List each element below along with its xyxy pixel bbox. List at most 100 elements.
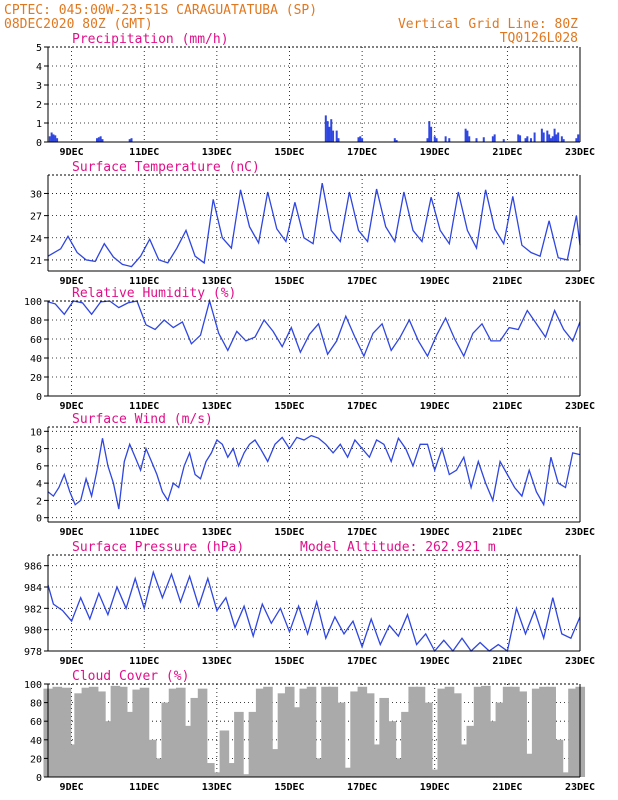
precip-xtick-label: 9DEC [60, 147, 84, 158]
temp-line [47, 182, 581, 268]
precip-xtick-label: 17DEC [347, 147, 377, 158]
precip-bar [493, 134, 496, 142]
cloud-xtick-label: 9DEC [60, 782, 84, 793]
precip-bar [428, 121, 431, 142]
pressure-title: Surface Pressure (hPa) [72, 540, 244, 555]
precip-bar [548, 134, 551, 142]
cloud-bar [343, 767, 353, 777]
precip-bar [533, 132, 536, 142]
precip-bar [128, 139, 131, 142]
temp-ytick-label: 21 [30, 256, 42, 267]
wind-xtick-label: 23DEC [565, 527, 595, 538]
precip-bar [97, 137, 100, 142]
header-line2-right: Vertical Grid Line: 80Z [398, 17, 578, 32]
precip-bar [393, 138, 396, 142]
cloud-bar [255, 688, 266, 777]
pressure-xtick-label: 21DEC [492, 656, 522, 667]
precip-bar [553, 128, 556, 142]
cloud-bar [248, 711, 259, 777]
cloud-bar [146, 739, 157, 777]
cloud-bar [553, 739, 564, 777]
precip-bar [560, 136, 563, 142]
precip-bar [557, 132, 560, 142]
precip-bar [575, 138, 578, 142]
cloud-bar [234, 711, 244, 777]
cloud-bar [61, 687, 72, 777]
cloud-bar [459, 744, 469, 777]
wind-xtick-label: 9DEC [60, 527, 84, 538]
rh-xtick-label: 11DEC [129, 401, 159, 412]
precip-bar [335, 130, 338, 142]
pressure-xtick-label: 15DEC [274, 656, 304, 667]
cloud-bar [154, 758, 164, 777]
precip-bar [99, 136, 102, 142]
precip-bar [52, 134, 55, 142]
cloud-bar [495, 702, 506, 777]
precip-bar [448, 138, 451, 142]
cloud-bar [386, 721, 397, 777]
cloud-bar [284, 686, 295, 777]
cloud-bar [125, 711, 135, 777]
precip-bar [555, 134, 558, 142]
precip-bar [324, 115, 327, 142]
precip-bar [54, 135, 57, 142]
precip-bar [482, 137, 485, 142]
pressure-ytick-label: 984 [24, 583, 42, 594]
cloud-bar [560, 772, 571, 777]
precip-bar [542, 132, 545, 142]
wind-ytick-label: 2 [36, 496, 42, 507]
wind-ytick-label: 6 [36, 462, 42, 473]
precip-bar [433, 136, 436, 142]
precip-bar [337, 138, 340, 142]
pressure-panel: Surface Pressure (hPa) Model Altitude: 26… [24, 540, 595, 667]
pressure-xtick-label: 11DEC [129, 656, 159, 667]
cloud-bar [74, 693, 84, 777]
cloud-bar [510, 686, 520, 777]
precip-bar [326, 121, 329, 142]
cloud-bar [306, 686, 317, 777]
precip-xtick-label: 13DEC [202, 147, 232, 158]
precip-ytick-label: 1 [36, 119, 42, 130]
cloud-xtick-label: 15DEC [274, 782, 304, 793]
rh-ytick-label: 80 [30, 316, 42, 327]
cloud-bar [96, 691, 106, 777]
cloud-bar [335, 702, 346, 777]
cloud-bar [270, 749, 281, 777]
temp-xtick-label: 19DEC [420, 276, 450, 287]
pressure-xtick-label: 17DEC [347, 656, 377, 667]
rh-ytick-label: 20 [30, 373, 42, 384]
cloud-bar [263, 686, 273, 777]
temp-xtick-label: 17DEC [347, 276, 377, 287]
wind-ytick-label: 4 [36, 479, 42, 490]
rh-ytick-label: 100 [24, 297, 42, 308]
wind-xtick-label: 15DEC [274, 527, 304, 538]
wind-xtick-label: 17DEC [347, 527, 377, 538]
pressure-ytick-label: 980 [24, 626, 42, 637]
cloud-bar [546, 686, 556, 777]
precip-bar [524, 138, 527, 142]
precip-bar [502, 139, 505, 142]
rh-xtick-label: 17DEC [347, 401, 377, 412]
temp-xtick-label: 13DEC [202, 276, 232, 287]
rh-xtick-label: 15DEC [274, 401, 304, 412]
precip-bar [517, 134, 520, 142]
wind-xtick-label: 21DEC [492, 527, 522, 538]
humidity-panel: Relative Humidity (%) 0 20 40 60 80 100 9DEC 11D… [24, 286, 595, 412]
precip-bar [332, 130, 335, 142]
cloud-bar [117, 686, 128, 777]
cloud-bar [379, 697, 389, 777]
precip-bar [546, 130, 549, 142]
precip-bar [466, 130, 469, 142]
cloud-xtick-label: 11DEC [129, 782, 159, 793]
pressure-ytick-label: 986 [24, 562, 42, 573]
precipitation-panel: Precipitation (mm/h) 0 1 2 3 4 5 9DEC 11DEC 13DEC… [36, 32, 595, 158]
cloud-ytick-label: 100 [24, 680, 42, 691]
cloud-bar [466, 725, 477, 777]
precip-bar [562, 139, 565, 142]
precip-bar [491, 136, 494, 142]
wind-xtick-label: 19DEC [420, 527, 450, 538]
precip-xtick-label: 23DEC [565, 147, 595, 158]
precip-bar [357, 137, 360, 142]
temp-ytick-label: 30 [30, 189, 42, 200]
